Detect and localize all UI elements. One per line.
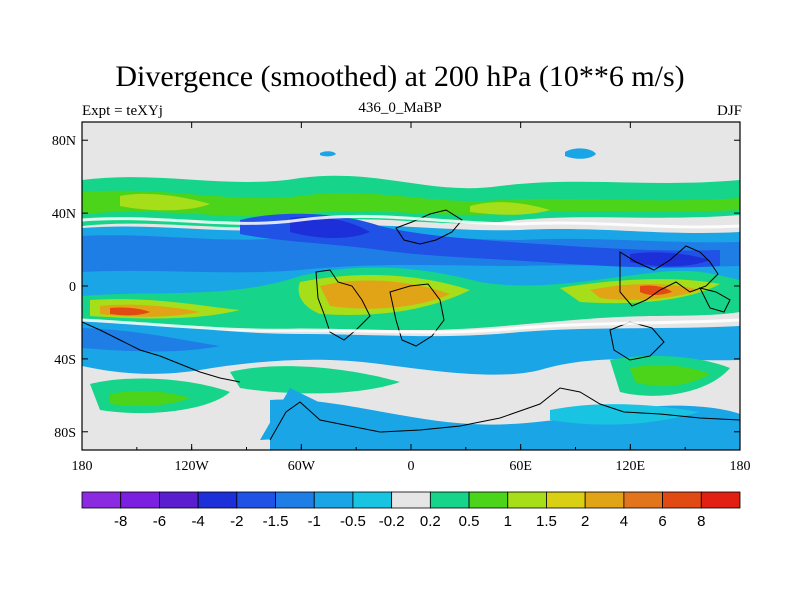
zero-contours: [82, 214, 740, 334]
colorbar-swatch: [313, 491, 354, 509]
x-tick-label: 0: [408, 459, 415, 474]
arctic-negative-patch: [565, 148, 596, 159]
antarctic-weak-negative: [550, 404, 700, 425]
coastline-antarctica: [269, 387, 740, 441]
coastline-africa: [389, 283, 445, 347]
experiment-label: Expt = teXYj: [82, 103, 163, 119]
north-yellow-patch-2: [470, 202, 550, 215]
colorbar-swatch: [275, 491, 315, 509]
colorbar-label: -0.5: [340, 513, 366, 530]
antarctic-negative-triangle: [260, 388, 380, 440]
southern-negative-band: [82, 320, 740, 375]
colorbar-swatch: [81, 491, 122, 509]
colorbar-label: -2: [230, 513, 243, 530]
colorbar-label: 1.5: [536, 513, 557, 530]
x-tick-label: 180: [72, 459, 93, 474]
negative-core-pacific: [630, 252, 710, 267]
colorbar-label: -4: [191, 513, 204, 530]
x-tick-label: 60E: [509, 459, 532, 474]
colorbar-label: -8: [114, 513, 127, 530]
y-tick-label: 80S: [54, 426, 76, 441]
season-label: DJF: [716, 103, 742, 119]
colorbar-label: -0.2: [379, 513, 405, 530]
colorbar-swatch: [623, 491, 663, 509]
colorbar-label: 8: [697, 513, 705, 530]
colorbar-swatch: [700, 491, 741, 509]
y-tick-label: 80N: [52, 134, 76, 149]
colorbar-swatch: [507, 491, 547, 509]
colorbar-swatch: [429, 491, 470, 509]
colorbar-label: 1: [504, 513, 512, 530]
colorbar-swatch: [352, 491, 393, 509]
y-axis: 80N 40N 0 40S 80S: [52, 134, 740, 441]
southern-positive-patch-east-core: [630, 365, 710, 387]
x-tick-label: 60W: [288, 459, 316, 474]
map-title: Divergence (smoothed) at 200 hPa (10**6 …: [115, 60, 685, 93]
colorbar-label: 4: [620, 513, 628, 530]
coastline-asia-east: [619, 245, 719, 307]
divergence-field: [82, 122, 740, 450]
arctic-negative-patch-2: [320, 151, 336, 157]
colorbar-swatch: [468, 491, 509, 509]
southern-mid-negative: [82, 328, 220, 352]
north-yellow-patch: [120, 193, 210, 211]
colorbar-swatch: [120, 491, 160, 509]
y-tick-label: 40S: [54, 353, 76, 368]
coastlines: [82, 209, 740, 441]
colorbar-swatch: [584, 491, 625, 509]
coastline-south-america: [315, 269, 371, 341]
colorbar: -8 -6 -4 -2 -1.5 -1 -0.5 -0.2 0.2 0.5 1 1.5 2 4 6 8: [81, 491, 741, 530]
run-label: 436_0_MaBP: [358, 100, 442, 116]
colorbar-swatch: [546, 491, 586, 509]
x-axis: 180 120W 60W 0 60E 120E 180: [72, 122, 751, 474]
coastline-antarctic-west: [82, 321, 241, 383]
x-tick-label: 180: [730, 459, 751, 474]
colorbar-label: 2: [581, 513, 589, 530]
y-tick-label: 40N: [52, 207, 76, 222]
colorbar-swatch: [662, 491, 702, 509]
colorbar-label: -1: [308, 513, 321, 530]
southern-positive-patch-west-core: [110, 391, 190, 406]
colorbar-label: -1.5: [263, 513, 289, 530]
colorbar-swatch: [391, 491, 431, 509]
colorbar-label: -6: [153, 513, 166, 530]
southern-positive-patch-center: [230, 366, 400, 394]
x-tick-label: 120W: [175, 459, 210, 474]
colorbar-label: 0.5: [459, 513, 480, 530]
colorbar-swatch: [159, 491, 199, 509]
x-tick-label: 120E: [616, 459, 646, 474]
negative-core-atlantic: [290, 216, 370, 238]
y-tick-label: 0: [69, 280, 76, 295]
colorbar-swatch: [197, 491, 238, 509]
coastline-indonesia: [699, 287, 731, 313]
tropical-orange: [100, 280, 700, 317]
colorbar-label: 0.2: [420, 513, 441, 530]
north-positive-core: [82, 190, 740, 217]
colorbar-swatch: [236, 491, 276, 509]
colorbar-label: 6: [658, 513, 666, 530]
